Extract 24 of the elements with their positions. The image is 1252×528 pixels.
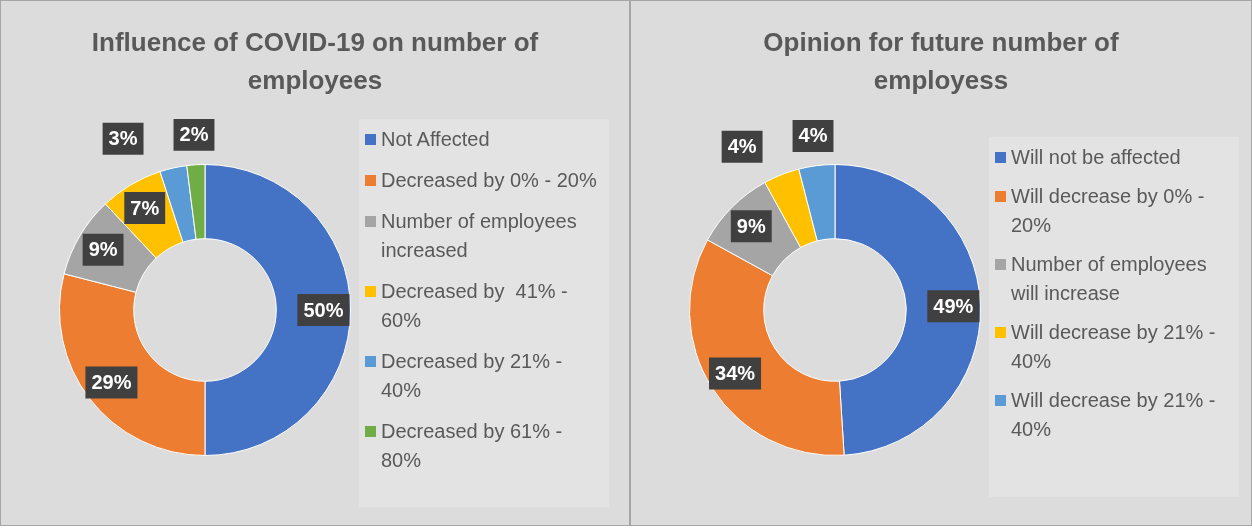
data-label: 7% (130, 196, 160, 219)
chart-title: Opinion for future number of employess (762, 26, 1120, 97)
legend-label: Decreased by 61% - 80% (381, 419, 564, 473)
legend-label: Will decrease by 0% - 20% (1011, 184, 1206, 238)
legend-label: Not Affected (381, 127, 490, 152)
chart-title: Influence of COVID-19 on number of employees (90, 26, 540, 97)
legend-label: Number of employees will increase (1011, 252, 1208, 306)
data-label: 29% (91, 371, 132, 394)
data-label: 3% (108, 127, 138, 150)
legend-label: Decreased by 21% - 40% (381, 349, 564, 403)
legend-label: Decreased by 41% - 60% (381, 279, 569, 333)
legend-label: Will decrease by 21% - 40% (1011, 320, 1217, 374)
data-label: 50% (303, 298, 344, 321)
data-label: 9% (88, 238, 118, 261)
legend-label: Will not be affected (1011, 145, 1181, 170)
data-label: 9% (736, 214, 766, 237)
data-label: 4% (727, 135, 757, 158)
data-label: 4% (798, 124, 828, 147)
legend-label: Number of employees increased (381, 209, 578, 263)
legend-label: Will decrease by 21% - 40% (1011, 388, 1217, 442)
legend-label: Decreased by 0% - 20% (381, 168, 597, 193)
data-label: 49% (933, 294, 974, 317)
data-label: 34% (715, 361, 756, 384)
data-label: 2% (179, 123, 209, 146)
